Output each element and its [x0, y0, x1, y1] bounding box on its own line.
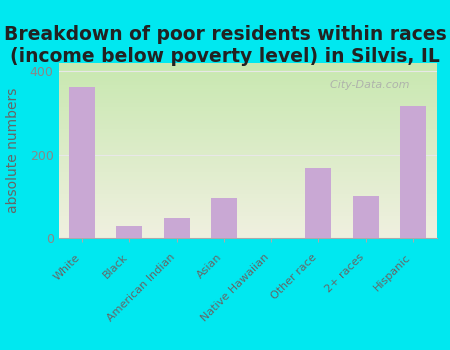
Text: absolute numbers: absolute numbers	[6, 88, 21, 213]
Bar	[306, 168, 331, 238]
Bar	[117, 226, 142, 238]
Text: City-Data.com: City-Data.com	[323, 80, 410, 91]
Text: American Indian: American Indian	[105, 252, 176, 324]
Text: 2+ races: 2+ races	[323, 252, 365, 295]
Bar	[353, 196, 378, 238]
Bar	[400, 105, 426, 238]
Text: Other race: Other race	[269, 252, 319, 301]
Bar	[69, 87, 95, 238]
Text: Breakdown of poor residents within races
(income below poverty level) in Silvis,: Breakdown of poor residents within races…	[4, 25, 446, 65]
Bar	[164, 218, 189, 238]
Text: Black: Black	[101, 252, 130, 280]
Text: Native Hawaiian: Native Hawaiian	[199, 252, 271, 324]
Text: White: White	[52, 252, 82, 282]
Bar	[211, 198, 237, 238]
Text: Hispanic: Hispanic	[372, 252, 413, 293]
Text: Asian: Asian	[195, 252, 224, 281]
